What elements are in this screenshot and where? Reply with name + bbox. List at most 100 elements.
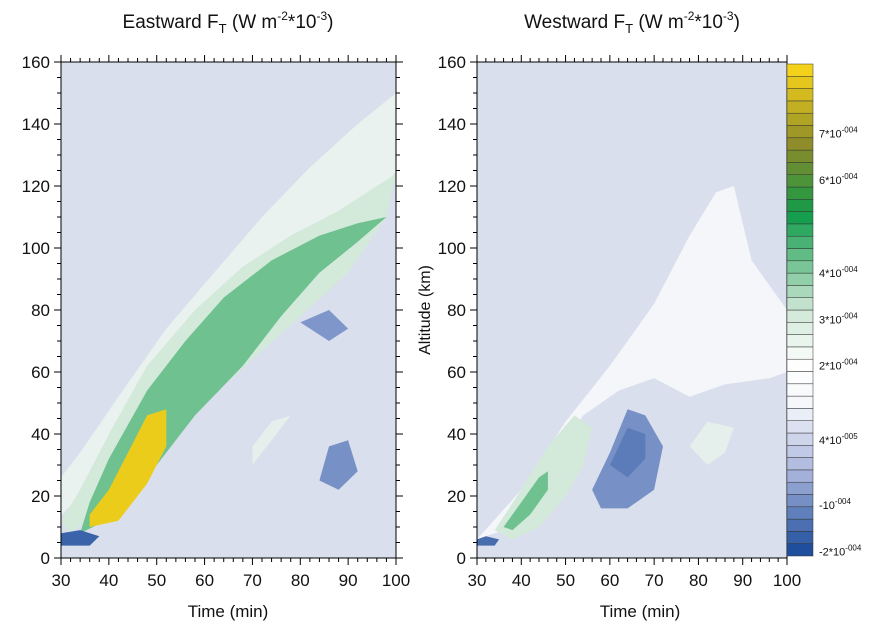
eastward-xlabel: Time (min) — [188, 602, 269, 621]
colorbar-step — [786, 199, 814, 212]
colorbar-step — [786, 457, 814, 471]
colorbar-step — [786, 494, 814, 508]
colorbar-step — [786, 531, 814, 544]
x-tick-label: 100 — [382, 571, 410, 590]
colorbar-step — [786, 518, 814, 532]
colorbar-step — [786, 174, 814, 188]
x-tick-label: 90 — [339, 571, 358, 590]
y-tick-label: 100 — [438, 239, 466, 258]
x-tick-label: 70 — [243, 571, 262, 590]
colorbar-step — [786, 88, 814, 102]
x-tick-label: 30 — [468, 571, 487, 590]
y-tick-label: 60 — [447, 363, 466, 382]
y-tick-label: 160 — [22, 53, 50, 72]
colorbar-step — [786, 395, 814, 409]
colorbar-step — [786, 371, 814, 385]
colorbar-step — [786, 223, 814, 237]
colorbar-step — [786, 235, 814, 249]
colorbar-step — [786, 297, 814, 311]
y-tick-label: 0 — [457, 549, 466, 568]
colorbar-step — [786, 481, 814, 495]
colorbar-step — [786, 260, 814, 274]
contour-region-negative — [609, 427, 646, 478]
y-tick-label: 140 — [22, 115, 50, 134]
contour-region-negative — [300, 310, 349, 341]
colorbar-step — [786, 469, 814, 483]
y-tick-label: 40 — [31, 425, 50, 444]
colorbar-label: 4*10-005 — [819, 432, 858, 447]
colorbar-step — [786, 420, 814, 434]
y-tick-label: 120 — [22, 177, 50, 196]
y-tick-label: 40 — [447, 425, 466, 444]
colorbar-step — [786, 248, 814, 262]
colorbar-step — [786, 125, 814, 139]
colorbar-label: 2*10-004 — [819, 358, 858, 373]
y-tick-label: 60 — [31, 363, 50, 382]
colorbar-label: -2*10-004 — [819, 543, 862, 558]
colorbar-step — [786, 186, 814, 200]
westward-ylabel: Altitude (km) — [417, 265, 434, 355]
x-tick-label: 40 — [99, 571, 118, 590]
colorbar-step — [786, 112, 814, 126]
x-tick-label: 30 — [52, 571, 71, 590]
colorbar-step — [786, 445, 814, 458]
westward-panel: Westward FT (W m-2*10-3) 30 40 50 60 70 80 90 1… — [417, 9, 801, 621]
colorbar-step — [786, 149, 814, 163]
colorbar-label: 7*10-004 — [819, 126, 858, 141]
colorbar-label: -10-004 — [819, 497, 851, 512]
eastward-title: Eastward FT (W m-2*10-3) — [123, 9, 334, 36]
eastward-contours — [61, 93, 396, 546]
colorbar-label: 4*10-004 — [819, 265, 858, 280]
westward-axes: 30 40 50 60 70 80 90 100 0 20 40 60 80 100 120 140 160 — [438, 53, 802, 590]
colorbar-step — [786, 432, 814, 446]
y-tick-label: 160 — [438, 53, 466, 72]
colorbar-label: 6*10-004 — [819, 172, 858, 187]
colorbar-step — [786, 285, 814, 298]
colorbar-step — [786, 322, 814, 335]
y-tick-label: 140 — [438, 115, 466, 134]
y-tick-label: 0 — [41, 549, 50, 568]
colorbar-step — [786, 162, 814, 175]
colorbar-step — [786, 334, 814, 348]
y-tick-label: 80 — [31, 301, 50, 320]
x-tick-label: 40 — [512, 571, 531, 590]
x-tick-label: 80 — [291, 571, 310, 590]
eastward-axes: 30 40 50 60 70 80 90 100 0 20 40 60 80 100 120 140 160 — [22, 53, 411, 590]
x-tick-label: 100 — [773, 571, 801, 590]
westward-contours — [477, 186, 787, 546]
eastward-panel: Eastward FT (W m-2*10-3) 30 40 50 60 70 80 90 1… — [22, 9, 411, 621]
contour-region-peak — [89, 409, 167, 527]
colorbar-label: 3*10-004 — [819, 311, 858, 326]
contour-region-positive — [252, 415, 291, 465]
colorbar-step — [786, 100, 814, 114]
y-tick-label: 120 — [438, 177, 466, 196]
contour-region-negative — [61, 530, 100, 546]
x-tick-label: 50 — [147, 571, 166, 590]
contour-region-negative — [319, 440, 358, 490]
colorbar-step — [786, 346, 814, 360]
x-tick-label: 70 — [645, 571, 664, 590]
y-tick-label: 80 — [447, 301, 466, 320]
contour-region-negative — [477, 536, 500, 546]
x-tick-label: 80 — [689, 571, 708, 590]
colorbar-step — [786, 211, 814, 225]
colorbar-step — [786, 309, 814, 323]
colorbar-step — [786, 383, 814, 397]
colorbar-step — [786, 137, 814, 151]
y-tick-label: 100 — [22, 239, 50, 258]
colorbar-step — [786, 408, 814, 421]
x-tick-label: 50 — [556, 571, 575, 590]
colorbar-step — [786, 506, 814, 520]
contour-region-positive — [689, 421, 734, 465]
colorbar-step — [786, 272, 814, 286]
y-tick-label: 20 — [447, 487, 466, 506]
x-tick-label: 60 — [195, 571, 214, 590]
x-tick-label: 60 — [600, 571, 619, 590]
westward-title: Westward FT (W m-2*10-3) — [524, 9, 740, 36]
colorbar-step — [786, 358, 814, 372]
colorbar: 7*10-004 6*10-004 4*10-004 3*10-004 2*10-004… — [786, 63, 862, 558]
x-tick-label: 90 — [733, 571, 752, 590]
y-tick-label: 20 — [31, 487, 50, 506]
colorbar-step — [786, 543, 814, 557]
